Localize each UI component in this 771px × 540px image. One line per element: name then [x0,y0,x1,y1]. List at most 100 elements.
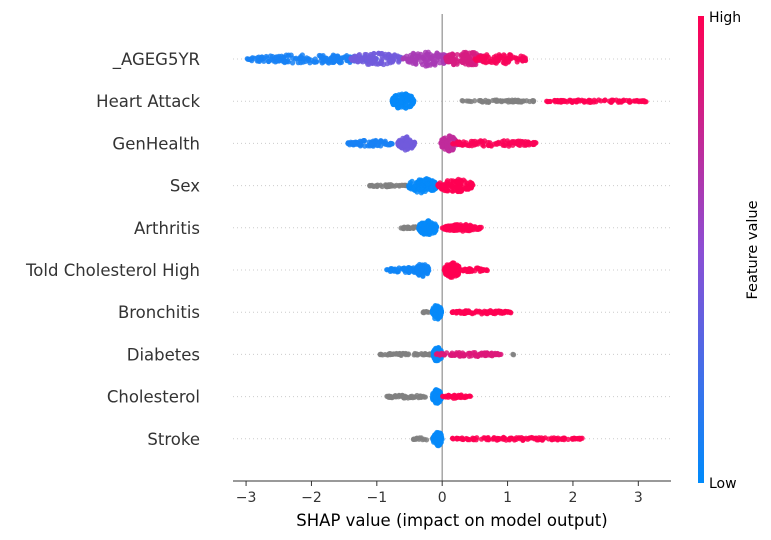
shap-point [392,393,398,399]
shap-point [449,435,456,442]
shap-point [433,345,439,351]
shap-point [351,54,357,60]
shap-point [418,222,424,228]
shap-point [422,178,428,184]
x-tick-label: −2 [301,490,322,506]
shap-point [514,59,520,65]
shap-point [274,54,280,60]
shap-point [247,56,253,63]
colorbar [698,16,704,483]
shap-point [369,60,376,66]
shap-point [451,61,457,68]
feature-row-points [410,429,585,449]
shap-point [290,60,296,66]
shap-point [510,351,516,357]
shap-point [305,57,312,64]
shap-point [364,59,370,65]
shap-point [399,182,405,188]
feature-label: Heart Attack [96,92,200,111]
shap-point [436,55,442,61]
shap-point [501,138,507,144]
shap-point [490,310,496,316]
shap-point [461,310,467,316]
shap-point [631,98,637,104]
shap-point [259,54,265,60]
shap-point [617,98,623,104]
shap-point [351,58,358,64]
shap-point [432,306,438,312]
shap-point [392,52,398,58]
shap-point [456,139,462,145]
shap-point [410,50,416,56]
shap-point [395,267,401,273]
shap-point [450,141,456,147]
shap-point [443,181,449,188]
shap-point [457,182,464,189]
shap-point [561,435,567,441]
shap-point [422,230,429,236]
feature-row-points [384,260,490,280]
shap-point [459,97,465,104]
feature-row-points [389,91,649,111]
shap-point [544,98,550,104]
shap-point [389,59,396,65]
x-tick-label: 3 [634,490,643,506]
shap-point [485,142,492,149]
feature-row-points [244,49,529,69]
shap-point [434,351,440,357]
shap-point [447,136,453,142]
shap-point [531,436,537,442]
shap-point [459,436,466,443]
colorbar-high-label: High [709,10,741,26]
shap-point [391,99,397,105]
shap-point [401,395,407,401]
shap-point [256,58,263,65]
feature-label: Sex [170,177,200,196]
shap-point [454,51,460,58]
shap-point [406,182,412,189]
shap-point [530,97,536,104]
shap-point [461,139,467,145]
shap-point [529,140,535,147]
shap-point [437,389,443,395]
shap-point [507,54,513,60]
shap-point [431,59,437,66]
shap-point [495,351,501,358]
shap-point [433,397,439,403]
shap-point [417,393,423,399]
shap-point [460,177,467,183]
shap-point [398,104,404,110]
x-tick-label: 1 [503,490,512,506]
shap-point [414,352,421,358]
x-tick-label: −3 [236,490,257,506]
shap-point [466,437,473,443]
shap-point [508,436,515,442]
feature-label: Cholesterol [107,388,200,407]
shap-point [465,186,471,192]
row-guide-lines [233,58,671,440]
shap-point [486,309,492,315]
shap-point [276,58,282,64]
feature-row-points [420,303,514,322]
shap-point [455,176,461,183]
shap-point [452,227,459,233]
shap-point [413,57,420,63]
shap-point [398,95,404,101]
shap-point [401,265,407,271]
shap-point [426,229,433,235]
feature-label: Bronchitis [118,303,200,322]
shap-point [567,98,573,104]
shap-point [267,53,274,59]
shap-point [501,142,507,148]
x-axis-ticks: −3 −2 −1 0 1 2 3 [236,481,643,506]
shap-point [425,51,431,57]
x-tick-label: −1 [367,490,388,506]
shap-point [485,99,492,105]
shap-point [281,54,287,60]
shap-point [472,268,478,274]
x-tick-label: 2 [568,490,577,506]
shap-point [401,142,407,148]
shap-point [602,97,608,103]
shap-point [398,99,404,105]
